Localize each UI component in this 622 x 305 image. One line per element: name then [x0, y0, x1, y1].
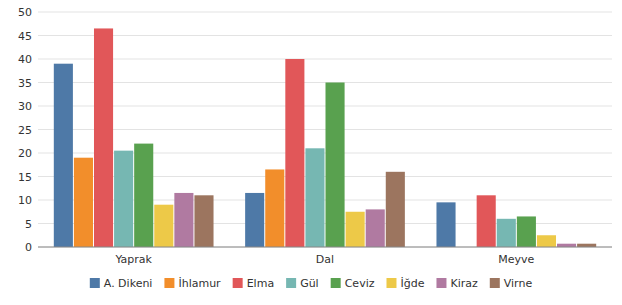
bar	[245, 193, 264, 247]
grid-line	[38, 35, 612, 36]
legend-label: Gül	[300, 277, 319, 290]
legend-swatch	[90, 278, 100, 288]
y-axis: 0 5 10 15 20 25 30 35 40 45 50	[18, 6, 32, 254]
grid-line	[38, 129, 612, 130]
bar	[194, 195, 213, 247]
bar	[326, 83, 345, 248]
legend-swatch	[386, 278, 396, 288]
legend-item: İğde	[386, 277, 424, 290]
chart-svg: 0 5 10 15 20 25 30 35 40 45 50 Yaprak Dal Meyve A. Dik…	[0, 0, 622, 305]
y-tick-label: 20	[18, 147, 32, 160]
bar-series	[194, 172, 596, 247]
legend-label: Ceviz	[345, 277, 375, 290]
bar	[265, 169, 284, 247]
bars	[54, 28, 596, 247]
legend-label: İğde	[400, 277, 424, 290]
bar	[386, 172, 405, 247]
legend-swatch	[164, 278, 174, 288]
grid	[38, 12, 612, 247]
x-axis: Yaprak Dal Meyve	[38, 247, 612, 266]
bar-series	[114, 148, 516, 247]
legend-swatch	[331, 278, 341, 288]
bar	[114, 151, 133, 247]
legend-swatch	[286, 278, 296, 288]
legend-item: A. Dikeni	[90, 277, 153, 290]
grid-line	[38, 247, 612, 248]
legend-label: Virne	[504, 277, 533, 290]
grid-line	[38, 59, 612, 60]
grid-line	[38, 12, 612, 13]
y-tick-label: 40	[18, 53, 32, 66]
y-tick-label: 50	[18, 6, 32, 19]
y-tick-label: 15	[18, 171, 32, 184]
y-tick-label: 45	[18, 30, 32, 43]
y-tick-label: 10	[18, 194, 32, 207]
legend-item: İhlamur	[164, 277, 221, 290]
legend-label: A. Dikeni	[104, 277, 153, 290]
bar-series	[94, 28, 496, 247]
grid-line	[38, 82, 612, 83]
bar-series	[134, 83, 536, 248]
bar	[477, 195, 496, 247]
x-tick-label: Yaprak	[114, 253, 152, 266]
bar	[517, 216, 536, 247]
y-tick-label: 30	[18, 100, 32, 113]
legend: A. Dikeni İhlamur Elma Gül Ceviz İğde Kiraz Vir…	[90, 277, 533, 290]
legend-item: Kiraz	[436, 277, 478, 290]
bar	[436, 202, 455, 247]
y-tick-label: 0	[25, 241, 32, 254]
bar	[346, 212, 365, 247]
legend-item: Ceviz	[331, 277, 375, 290]
y-tick-label: 5	[25, 218, 32, 231]
bar-series	[174, 193, 576, 247]
x-tick-label: Meyve	[498, 253, 534, 266]
x-axis-line	[38, 247, 612, 248]
bar-series	[54, 64, 456, 247]
bar	[305, 148, 324, 247]
grid-line	[38, 106, 612, 107]
bar	[154, 205, 173, 247]
bar-series	[154, 205, 556, 247]
legend-item: Gül	[286, 277, 319, 290]
legend-item: Elma	[233, 277, 274, 290]
bar	[285, 59, 304, 247]
legend-swatch	[436, 278, 446, 288]
chart-container: 0 5 10 15 20 25 30 35 40 45 50 Yaprak Dal Meyve A. Dik…	[0, 0, 622, 305]
legend-label: Kiraz	[450, 277, 478, 290]
bar	[497, 219, 516, 247]
bar	[537, 235, 556, 247]
bar	[94, 28, 113, 247]
y-tick-label: 25	[18, 124, 32, 137]
bar	[174, 193, 193, 247]
legend-item: Virne	[490, 277, 533, 290]
bar	[54, 64, 73, 247]
legend-label: Elma	[247, 277, 274, 290]
legend-swatch	[490, 278, 500, 288]
legend-label: İhlamur	[178, 277, 221, 290]
bar	[134, 144, 153, 247]
x-tick-label: Dal	[316, 253, 334, 266]
bar	[74, 158, 93, 247]
y-tick-label: 35	[18, 77, 32, 90]
legend-swatch	[233, 278, 243, 288]
bar	[366, 209, 385, 247]
